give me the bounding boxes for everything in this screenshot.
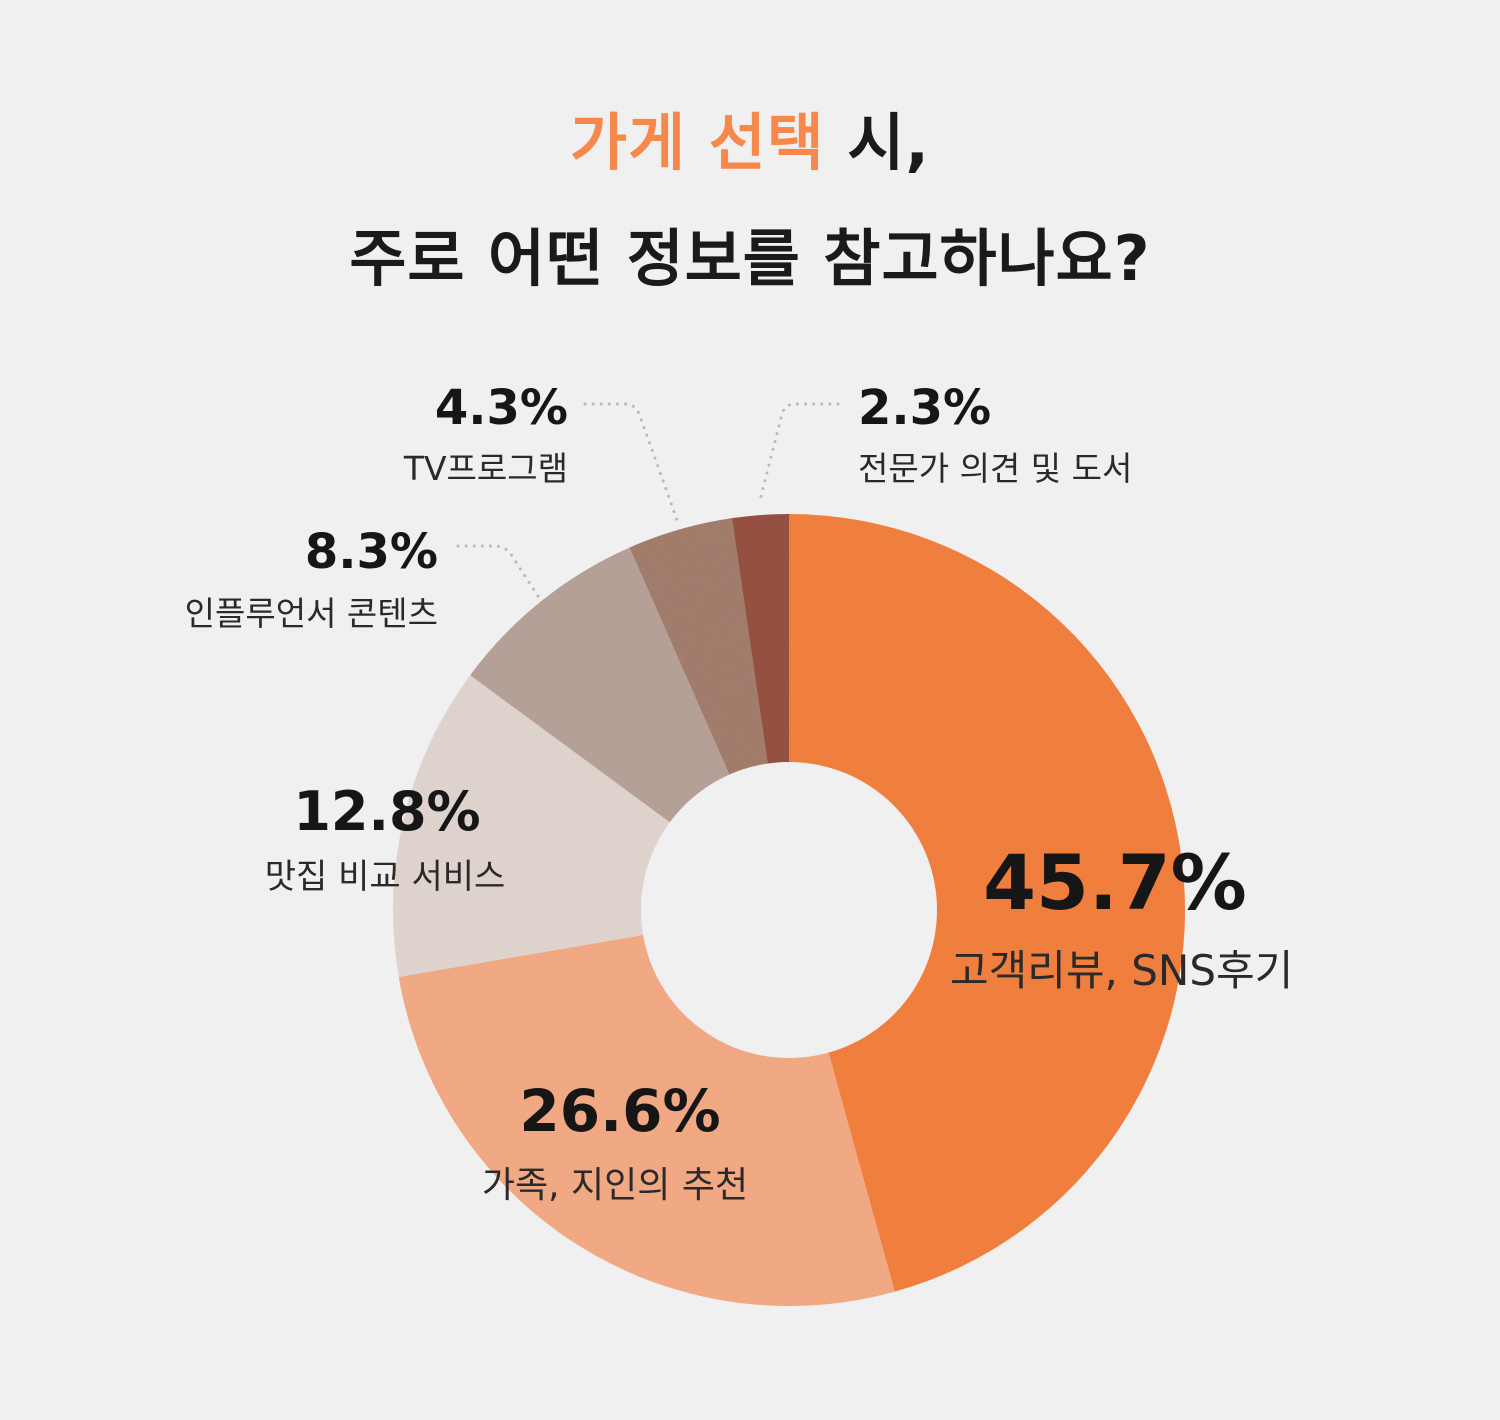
- slice-label-influencer: 8.3%: [200, 528, 438, 576]
- slice-name-influencer-text: 인플루언서 콘텐츠: [184, 594, 438, 633]
- slice-name-reviews: 고객리뷰, SNS후기: [950, 950, 1293, 992]
- slice-name-family: 가족, 지인의 추천: [430, 1168, 800, 1204]
- leader-lines: [456, 402, 840, 598]
- slice-label-reviews: 45.7%: [950, 845, 1280, 921]
- chart-title-line1: 가게 선택 시,: [0, 112, 1500, 174]
- slice-label-family: 26.6%: [470, 1082, 770, 1140]
- slice-name-expert-text: 전문가 의견 및 도서: [858, 449, 1133, 488]
- slice-value-tv: 4.3%: [434, 380, 568, 436]
- slice-value-family: 26.6%: [519, 1077, 721, 1145]
- chart-title-line2: 주로 어떤 정보를 참고하나요?: [349, 222, 1151, 295]
- slice-label-expert: 2.3%: [858, 384, 991, 432]
- slice-name-expert: 전문가 의견 및 도서: [858, 452, 1132, 485]
- slice-name-compare-text: 맛집 비교 서비스: [264, 857, 506, 897]
- chart-title-accent: 가게 선택: [570, 106, 825, 179]
- slice-name-tv-text: TV프로그램: [403, 449, 568, 488]
- slice-name-family-text: 가족, 지인의 추천: [481, 1165, 749, 1206]
- donut-slice-reviews: [789, 514, 1185, 1292]
- slice-label-compare: 12.8%: [262, 785, 512, 839]
- slice-name-tv: TV프로그램: [300, 452, 568, 485]
- donut-hole: [641, 762, 937, 1058]
- slice-value-influencer: 8.3%: [304, 524, 438, 580]
- slice-name-influencer: 인플루언서 콘텐츠: [100, 597, 438, 630]
- leader-line-influencer: [456, 544, 540, 598]
- slice-name-compare: 맛집 비교 서비스: [220, 860, 550, 894]
- slice-value-compare: 12.8%: [293, 780, 481, 843]
- slice-label-tv: 4.3%: [330, 384, 568, 432]
- leader-line-expert: [758, 402, 840, 502]
- slice-value-expert: 2.3%: [858, 380, 992, 436]
- slice-value-reviews: 45.7%: [983, 838, 1247, 927]
- leader-line-tv: [583, 402, 679, 522]
- chart-title-rest: 시,: [824, 106, 930, 179]
- slice-name-reviews-text: 고객리뷰, SNS후기: [950, 946, 1294, 995]
